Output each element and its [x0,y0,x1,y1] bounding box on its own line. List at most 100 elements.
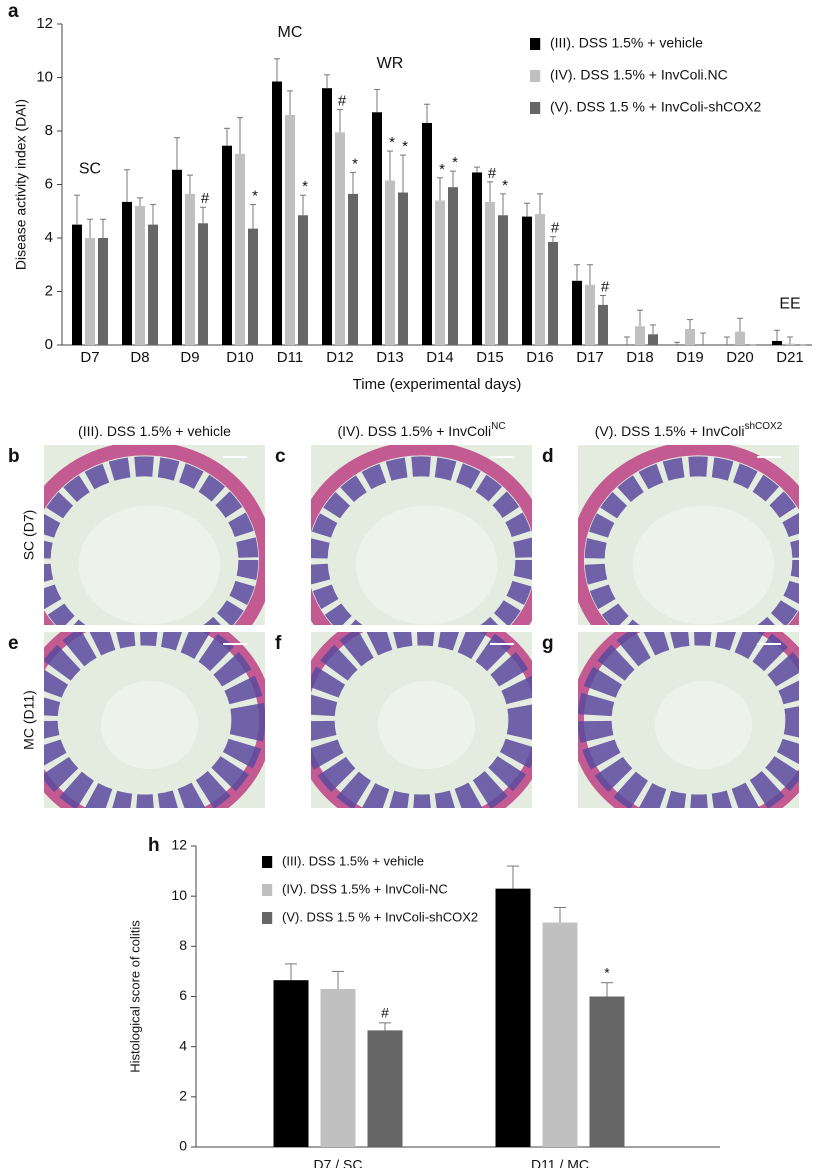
error-bar [537,193,543,214]
error-bar [587,264,593,285]
bar [735,331,745,345]
error-bar [507,865,519,889]
error-bar [100,218,106,238]
bar [322,88,332,345]
legend-label: (IV). DSS 1.5% + InvColi.NC [550,67,728,83]
bar [548,242,558,345]
error-bar [500,193,506,216]
error-bar [379,1022,391,1031]
bar [367,1030,403,1147]
error-bar [224,127,230,146]
error-bar [400,154,406,193]
phase-annotation: EE [779,296,800,313]
x-tick-label: D18 [626,349,654,366]
panel-label: f [275,633,282,654]
y-tick-label: 2 [179,1088,187,1104]
error-bar [637,309,643,327]
bar [335,132,345,345]
panel-label: a [8,1,19,22]
y-tick-label: 12 [36,15,53,32]
phase-annotation: MC [278,24,303,41]
significance-marker: # [488,165,497,182]
y-tick-label: 6 [45,175,53,192]
significance-marker: # [201,190,210,207]
y-tick-label: 2 [45,282,53,299]
significance-marker: # [601,278,610,295]
error-bar [554,906,566,923]
bar [448,187,458,345]
legend-label: (V). DSS 1.5 % + InvColi-shCOX2 [550,99,761,115]
x-tick-label: D14 [426,349,454,366]
significance-marker: * [402,138,408,155]
mucosa-ring [44,632,265,808]
y-tick-label: 8 [45,122,53,139]
bar [435,200,445,345]
error-bar [274,58,280,82]
bar [98,238,108,345]
bar [320,988,356,1147]
error-bar [287,90,293,115]
significance-marker: # [551,220,560,237]
significance-marker: * [452,154,458,171]
lumen [78,505,221,625]
error-bar [337,109,343,133]
bar [398,192,408,345]
error-bar [250,204,256,229]
phase-annotation: SC [79,160,101,177]
histology-image [311,445,532,625]
muscle-ring [311,445,532,625]
x-tick-label: D15 [476,349,504,366]
error-bar [350,171,356,194]
bar [648,334,658,345]
error-bar [187,174,193,194]
x-tick-label: D7 [80,349,99,366]
error-bar [374,89,380,113]
y-tick-label: 4 [45,229,53,246]
bar [198,223,208,345]
bar [298,215,308,345]
y-tick-label: 6 [179,987,187,1003]
row-label: SC (D7) [21,510,37,561]
y-tick-label: 10 [36,68,53,85]
error-bar [285,963,297,981]
bar [185,193,195,345]
bar [495,888,531,1147]
error-bar [150,204,156,225]
bar [498,215,508,345]
significance-marker: * [252,188,258,205]
error-bar [700,332,706,345]
panel-label: g [542,633,554,654]
bar [542,922,578,1147]
histology-image [44,632,265,808]
histology-image [578,632,799,808]
significance-marker: * [439,161,445,178]
x-tick-label: D13 [376,349,404,366]
panel-label: e [8,633,19,654]
error-bar [174,137,180,170]
bar [273,980,309,1147]
error-bar [650,324,656,335]
legend-label: (IV). DSS 1.5% + InvColi-NC [282,881,448,896]
bar [685,328,695,345]
error-bar [87,218,93,238]
bar [222,145,232,345]
bar [148,224,158,345]
x-tick-label: D12 [326,349,354,366]
x-tick-label: D16 [526,349,554,366]
x-tick-label: D11 / MC [531,1157,589,1168]
y-tick-label: 10 [171,887,187,903]
significance-marker: # [381,1005,389,1021]
column-title: (V). DSS 1.5% + InvColishCOX2 [595,421,783,439]
panel-label: h [148,835,160,856]
error-bar [574,264,580,281]
error-bar [674,341,680,345]
legend-swatch [530,102,541,114]
error-bar [324,74,330,89]
error-bar [624,336,630,345]
error-bar [387,150,393,181]
x-tick-label: D9 [180,349,199,366]
column-title-text: (IV). DSS 1.5% + InvColi [337,423,491,439]
error-bar [237,117,243,154]
x-tick-label: D10 [226,349,254,366]
bar [585,284,595,345]
